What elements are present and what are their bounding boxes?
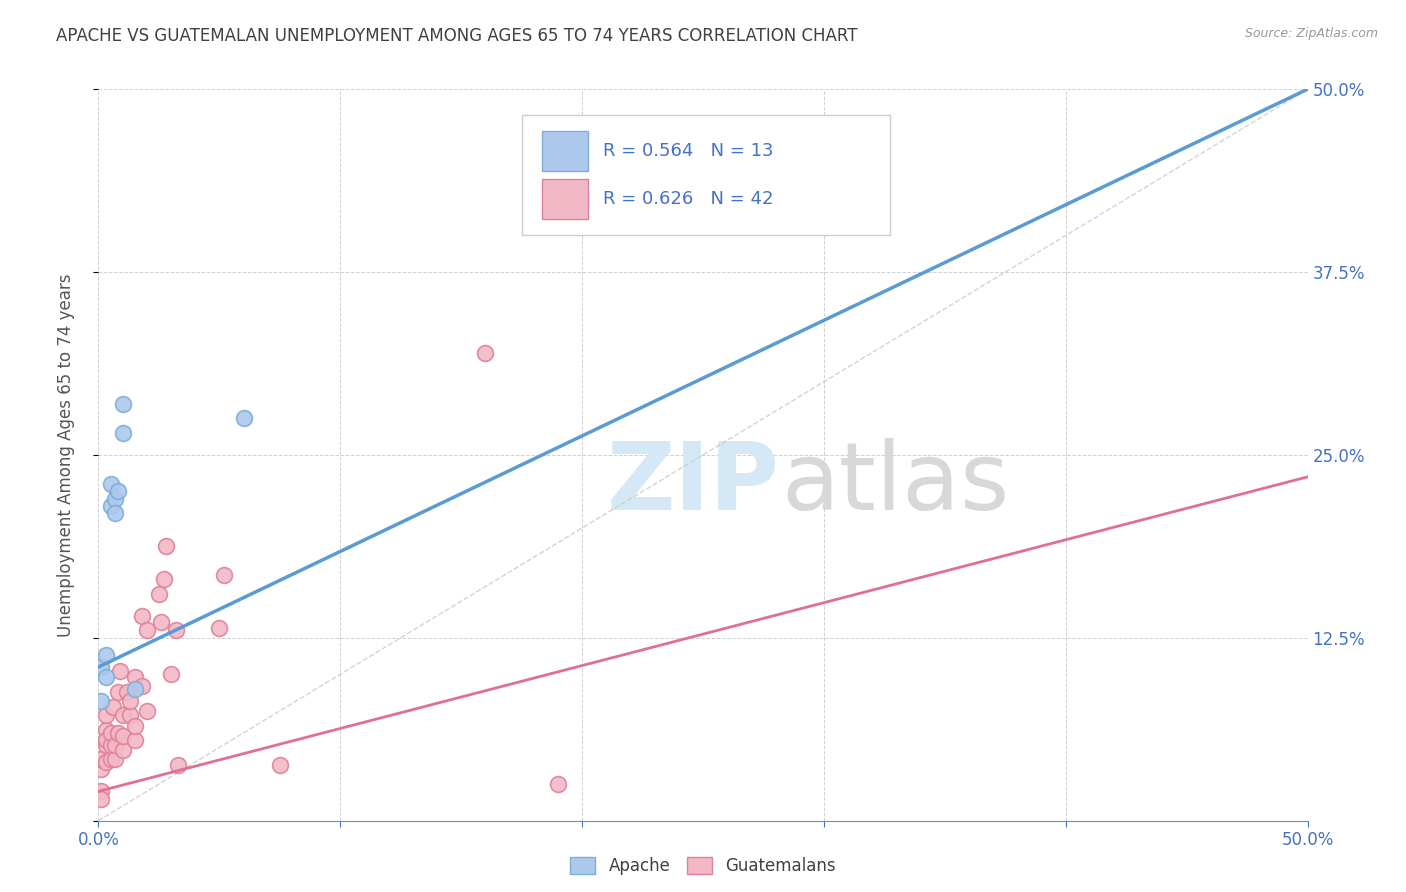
Point	[100, 499, 122, 513]
Point	[124, 681, 146, 696]
Point	[474, 345, 496, 359]
Point	[100, 477, 122, 491]
Point	[90, 784, 112, 798]
Point	[117, 685, 139, 699]
Point	[94, 670, 117, 684]
Point	[118, 694, 141, 708]
Point	[104, 738, 127, 752]
Point	[90, 694, 112, 708]
Point	[232, 411, 254, 425]
Point	[152, 572, 174, 586]
Point	[101, 699, 124, 714]
Point	[90, 660, 112, 674]
Point	[135, 624, 157, 638]
Point	[100, 752, 122, 766]
Point	[94, 733, 117, 747]
Point	[100, 726, 122, 740]
Point	[124, 670, 146, 684]
Point	[104, 752, 127, 766]
Point	[131, 608, 153, 623]
Point	[111, 397, 134, 411]
Point	[208, 621, 231, 635]
Text: atlas: atlas	[782, 438, 1010, 530]
Point	[90, 752, 112, 766]
Point	[90, 763, 112, 777]
Point	[90, 791, 112, 805]
Point	[165, 624, 187, 638]
Text: R = 0.564   N = 13: R = 0.564 N = 13	[603, 143, 773, 161]
Point	[111, 708, 134, 723]
Point	[167, 758, 190, 772]
Y-axis label: Unemployment Among Ages 65 to 74 years: Unemployment Among Ages 65 to 74 years	[56, 273, 75, 637]
Point	[212, 567, 235, 582]
Point	[108, 665, 131, 679]
Point	[94, 755, 117, 769]
Point	[94, 708, 117, 723]
Point	[94, 648, 117, 663]
Point	[160, 667, 183, 681]
Point	[111, 743, 134, 757]
Text: R = 0.626   N = 42: R = 0.626 N = 42	[603, 190, 773, 208]
Point	[269, 758, 291, 772]
Point	[104, 507, 127, 521]
Point	[148, 587, 170, 601]
Point	[94, 723, 117, 737]
Text: APACHE VS GUATEMALAN UNEMPLOYMENT AMONG AGES 65 TO 74 YEARS CORRELATION CHART: APACHE VS GUATEMALAN UNEMPLOYMENT AMONG …	[56, 27, 858, 45]
Bar	[543, 178, 588, 219]
Point	[547, 777, 569, 791]
Point	[107, 726, 129, 740]
Point	[124, 733, 146, 747]
Point	[118, 708, 141, 723]
Legend: Apache, Guatemalans: Apache, Guatemalans	[564, 850, 842, 882]
Text: ZIP: ZIP	[606, 438, 779, 530]
Point	[150, 615, 173, 629]
Point	[107, 685, 129, 699]
Point	[135, 704, 157, 718]
Text: Source: ZipAtlas.com: Source: ZipAtlas.com	[1244, 27, 1378, 40]
Point	[94, 738, 117, 752]
Point	[111, 425, 134, 440]
Point	[124, 718, 146, 732]
Point	[104, 491, 127, 506]
Bar	[543, 131, 588, 171]
Point	[100, 738, 122, 752]
Point	[131, 679, 153, 693]
Point	[111, 729, 134, 743]
Point	[155, 539, 177, 553]
FancyBboxPatch shape	[522, 115, 890, 235]
Point	[107, 484, 129, 499]
